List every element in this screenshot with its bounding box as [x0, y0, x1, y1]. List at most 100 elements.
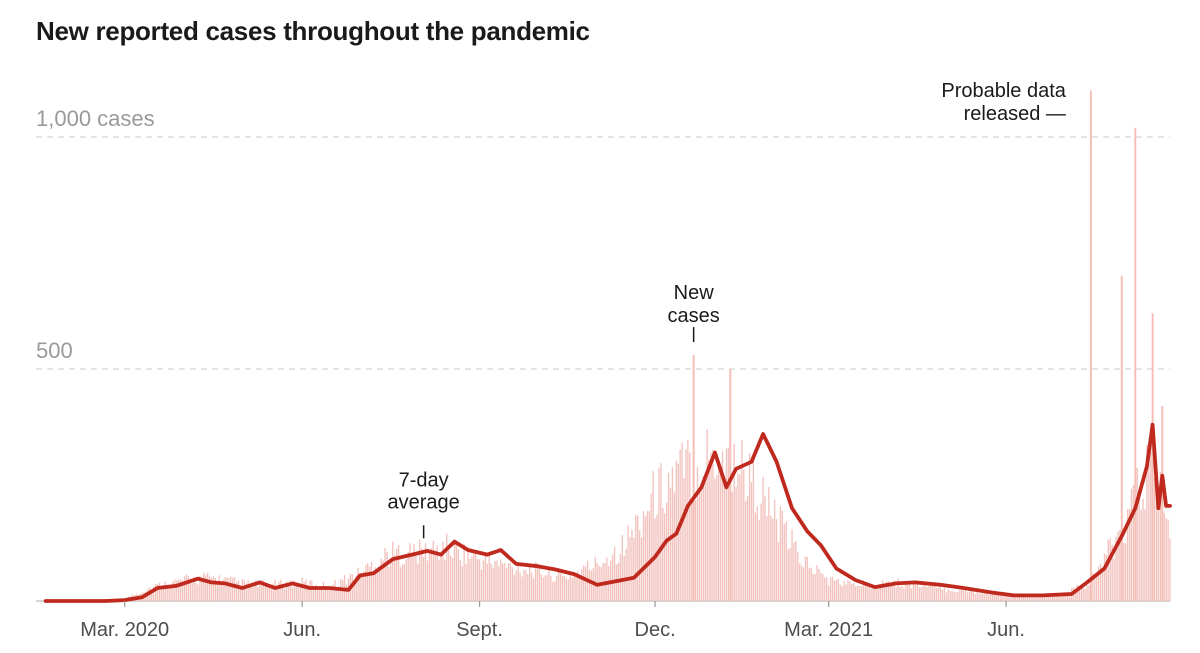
new-cases-bar: [750, 481, 753, 601]
new-cases-bar: [291, 587, 294, 601]
new-cases-bar: [986, 592, 988, 601]
new-cases-bar: [259, 582, 261, 601]
new-cases-bar: [467, 551, 469, 601]
new-cases-bar: [415, 554, 417, 601]
new-cases-bar: [368, 566, 371, 601]
new-cases-bar: [525, 570, 527, 601]
new-cases-bar: [316, 587, 319, 601]
x-tick-label-2: Sept.: [456, 619, 503, 641]
new-cases-bar: [1126, 509, 1129, 601]
new-cases-bar: [413, 544, 415, 601]
new-cases-bar: [529, 566, 531, 601]
new-cases-bar: [183, 576, 186, 601]
new-cases-bar: [843, 580, 845, 601]
new-cases-bar: [448, 550, 450, 601]
new-cases-bar: [1155, 479, 1158, 601]
new-cases-bar: [378, 566, 380, 601]
new-cases-bar: [540, 574, 542, 601]
new-cases-bar: [376, 569, 379, 601]
new-cases-bar: [768, 486, 770, 601]
new-cases-bar: [654, 518, 656, 601]
new-cases-bar: [1065, 595, 1067, 601]
new-cases-bar: [1009, 594, 1011, 601]
new-cases-bar: [411, 555, 413, 601]
new-cases-bar: [230, 576, 232, 601]
new-cases-bar: [374, 567, 377, 601]
new-cases-bar: [1078, 588, 1081, 601]
new-cases-bar: [810, 567, 812, 601]
new-cases-bar: [991, 594, 994, 601]
new-cases-bar: [320, 588, 323, 601]
x-tick-label-0: Mar. 2020: [80, 619, 169, 641]
new-cases-bar: [959, 590, 961, 601]
new-cases-spike-3: [1120, 276, 1123, 601]
new-cases-bar: [1016, 593, 1019, 601]
new-cases-spike-4: [1134, 127, 1137, 601]
new-cases-bar: [739, 474, 741, 601]
new-cases-bar: [328, 589, 330, 601]
new-cases-bar: [1142, 498, 1144, 601]
new-cases-bar: [745, 500, 747, 601]
new-cases-bar: [787, 549, 789, 601]
new-cases-bar: [1096, 576, 1098, 601]
new-cases-bar: [833, 580, 836, 601]
new-cases-bar: [208, 576, 211, 601]
new-cases-bar: [635, 514, 637, 601]
new-cases-bar: [442, 541, 444, 601]
new-cases-bar: [584, 566, 587, 601]
new-cases-bar: [162, 588, 164, 601]
new-cases-bar: [395, 548, 398, 601]
new-cases-bar: [542, 577, 544, 601]
avg-annotation-line-1: average: [388, 491, 460, 513]
new-cases-bar: [932, 585, 934, 601]
new-cases-bar: [1163, 512, 1165, 601]
new-cases-bar: [179, 579, 182, 601]
new-cases-bar: [1047, 594, 1050, 601]
new-cases-bar: [232, 577, 234, 601]
new-cases-bar: [696, 466, 699, 601]
new-cases-bar: [646, 511, 649, 601]
new-cases-bar: [789, 548, 791, 601]
new-cases-bar: [791, 529, 793, 601]
new-cases-bar: [507, 563, 510, 601]
new-cases-bar: [172, 581, 174, 601]
new-cases-bar: [544, 575, 546, 601]
new-cases-bar: [463, 543, 465, 601]
new-cases-bar: [887, 580, 890, 601]
new-cases-bar: [502, 563, 504, 601]
new-cases-bar: [966, 592, 969, 601]
new-cases-bar: [835, 579, 838, 601]
new-cases-bar: [700, 488, 703, 601]
new-cases-bar: [405, 559, 407, 601]
new-cases-bar: [1045, 593, 1048, 601]
new-cases-bar: [498, 566, 500, 601]
new-cases-bar: [195, 582, 197, 601]
new-cases-bar: [606, 557, 608, 601]
new-cases-bar: [160, 587, 163, 601]
new-cases-bar: [1022, 593, 1025, 601]
new-cases-bar: [947, 589, 949, 601]
new-cases-bar: [534, 562, 537, 601]
new-cases-bar: [999, 593, 1001, 601]
new-cases-bar: [164, 581, 166, 601]
new-cases-bar: [532, 578, 535, 601]
new-cases-bar: [660, 463, 662, 601]
new-cases-bar: [332, 584, 334, 601]
new-cases-bar: [868, 587, 870, 601]
new-cases-bar: [881, 580, 884, 601]
new-cases-bar: [656, 514, 658, 601]
new-cases-bar: [314, 584, 317, 601]
new-cases-bar: [907, 581, 909, 601]
new-cases-bar: [397, 545, 400, 601]
probable-data-annotation-line-1: released —: [964, 103, 1066, 125]
new-cases-bar: [301, 577, 303, 601]
new-cases-bar: [644, 516, 647, 601]
new-cases-bar: [727, 447, 730, 601]
new-cases-bar: [168, 587, 170, 601]
new-cases-bar: [795, 540, 797, 601]
new-cases-bar: [548, 566, 550, 601]
new-cases-bar: [1036, 596, 1038, 601]
new-cases-bar: [1130, 488, 1133, 601]
new-cases-bar: [829, 577, 832, 601]
new-cases-bar: [515, 570, 517, 601]
